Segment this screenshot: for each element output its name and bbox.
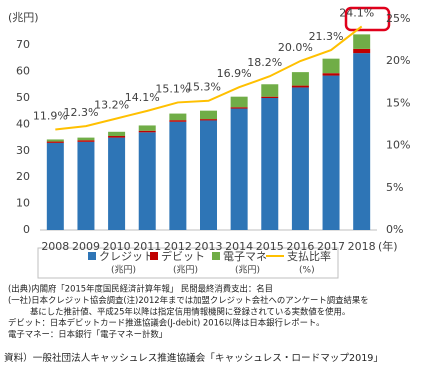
bar-segment: [230, 108, 248, 230]
bar-segment: [138, 132, 156, 230]
data-label: 14.1%: [125, 91, 160, 104]
data-label: 12.3%: [63, 106, 98, 119]
x-tick-label: 2017: [317, 240, 345, 253]
y2-tick-label: 5%: [386, 181, 403, 194]
y2-tick-label: 15%: [386, 96, 410, 109]
bar-segment: [108, 137, 126, 230]
y2-tick-label: 0%: [386, 223, 403, 236]
x-tick-label: 2008: [41, 240, 69, 253]
data-label: 21.3%: [309, 30, 344, 43]
data-label: 15.1%: [155, 82, 190, 95]
legend-swatch: [88, 252, 96, 260]
data-label: 11.9%: [33, 109, 68, 122]
bar-segment: [230, 96, 248, 108]
data-label: 24.1%: [339, 6, 374, 19]
bar-segment: [46, 139, 64, 142]
note: デビット：日本デビットカード推進協議会(J-debit) 2016以降は日本銀行…: [8, 318, 325, 328]
x-tick-label: 2012: [164, 240, 192, 253]
bar-segment: [291, 87, 309, 230]
bar-segment: [322, 73, 340, 76]
y-tick-label: 60: [16, 65, 30, 78]
data-label: 20.0%: [278, 41, 313, 54]
bar-segment: [108, 136, 126, 138]
data-label: 18.2%: [247, 56, 282, 69]
note: (出典)内閣府「2015年度国民経済計算年報」 民間最終消費支出：名目: [8, 284, 273, 294]
bar-segment: [291, 72, 309, 86]
bar-segment: [169, 113, 187, 121]
bar-segment: [261, 84, 279, 97]
bar-segment: [322, 75, 340, 230]
y-tick-label: 70: [16, 38, 30, 51]
bar-segment: [169, 120, 187, 122]
bar-segment: [46, 141, 64, 143]
legend-swatch: [212, 252, 220, 260]
bar-segment: [77, 141, 95, 230]
bar-segment: [138, 125, 156, 131]
y2-tick-label: 25%: [386, 12, 410, 25]
y2-tick-label: 20%: [386, 54, 410, 67]
legend-unit: (兆円): [235, 265, 260, 276]
note: (一社)日本クレジット協会調査(注)2012年までは加盟クレジット会社へのアンケ…: [8, 295, 369, 305]
legend-swatch: [150, 252, 158, 260]
legend-unit: (兆円): [111, 265, 136, 276]
x-tick-label: 2018: [348, 240, 376, 253]
highlight-box: [344, 6, 391, 32]
x-tick-label: 2013: [195, 240, 223, 253]
y2-tick-label: 10%: [386, 139, 410, 152]
legend-unit: (兆円): [173, 265, 198, 276]
bar-segment: [353, 48, 371, 54]
legend-label: 支払比率: [287, 249, 331, 263]
x-tick-label: 2009: [72, 240, 100, 253]
x-axis-label: (年): [378, 239, 398, 253]
legend-label: デビット: [161, 249, 205, 263]
x-tick-label: 2011: [133, 240, 161, 253]
bar-segment: [353, 53, 371, 231]
data-label: 16.9%: [217, 67, 252, 80]
y-axis-label: (兆円): [8, 11, 39, 24]
bar-segment: [353, 34, 371, 49]
y-tick-label: 50: [16, 91, 30, 104]
bar-segment: [77, 137, 95, 141]
y-tick-label: 10: [16, 197, 30, 210]
bar-segment: [200, 110, 217, 120]
y-tick-label: 30: [16, 144, 30, 157]
bar-segment: [77, 140, 95, 142]
bar-segment: [261, 98, 279, 230]
bar-segment: [261, 96, 279, 98]
bar-segment: [138, 130, 156, 133]
y-tick-label: 40: [16, 117, 30, 130]
bar-segment: [322, 58, 340, 74]
bar-segment: [200, 119, 217, 121]
x-tick-label: 2014: [225, 240, 253, 253]
x-tick-label: 2016: [286, 240, 314, 253]
bar-segment: [230, 107, 248, 109]
x-tick-label: 2015: [256, 240, 284, 253]
y-tick-label: 0: [23, 223, 30, 236]
legend-label: クレジット: [99, 250, 154, 263]
bar-segment: [46, 142, 64, 230]
data-label: 15.3%: [186, 81, 221, 94]
source: 資料）一般社団法人キャッシュレス推進協議会「キャッシュレス・ロードマップ2019…: [4, 352, 383, 364]
legend-label: 電子マネー: [223, 250, 278, 263]
bar-segment: [108, 131, 126, 137]
bar-segment: [169, 121, 187, 230]
note: 基にした推計値、平成25年以降は指定信用情報機関に登録されている実数値を使用。: [30, 306, 350, 316]
ratio-line: [55, 25, 363, 131]
bar-segment: [291, 85, 309, 88]
data-label: 13.2%: [94, 98, 129, 111]
legend-unit: (%): [299, 266, 315, 276]
note: 電子マネー：日本銀行「電子マネー計数」: [8, 329, 167, 339]
legend-box: [37, 247, 339, 279]
y-tick-label: 20: [16, 170, 30, 183]
x-tick-label: 2010: [103, 240, 131, 253]
bar-segment: [200, 120, 217, 230]
